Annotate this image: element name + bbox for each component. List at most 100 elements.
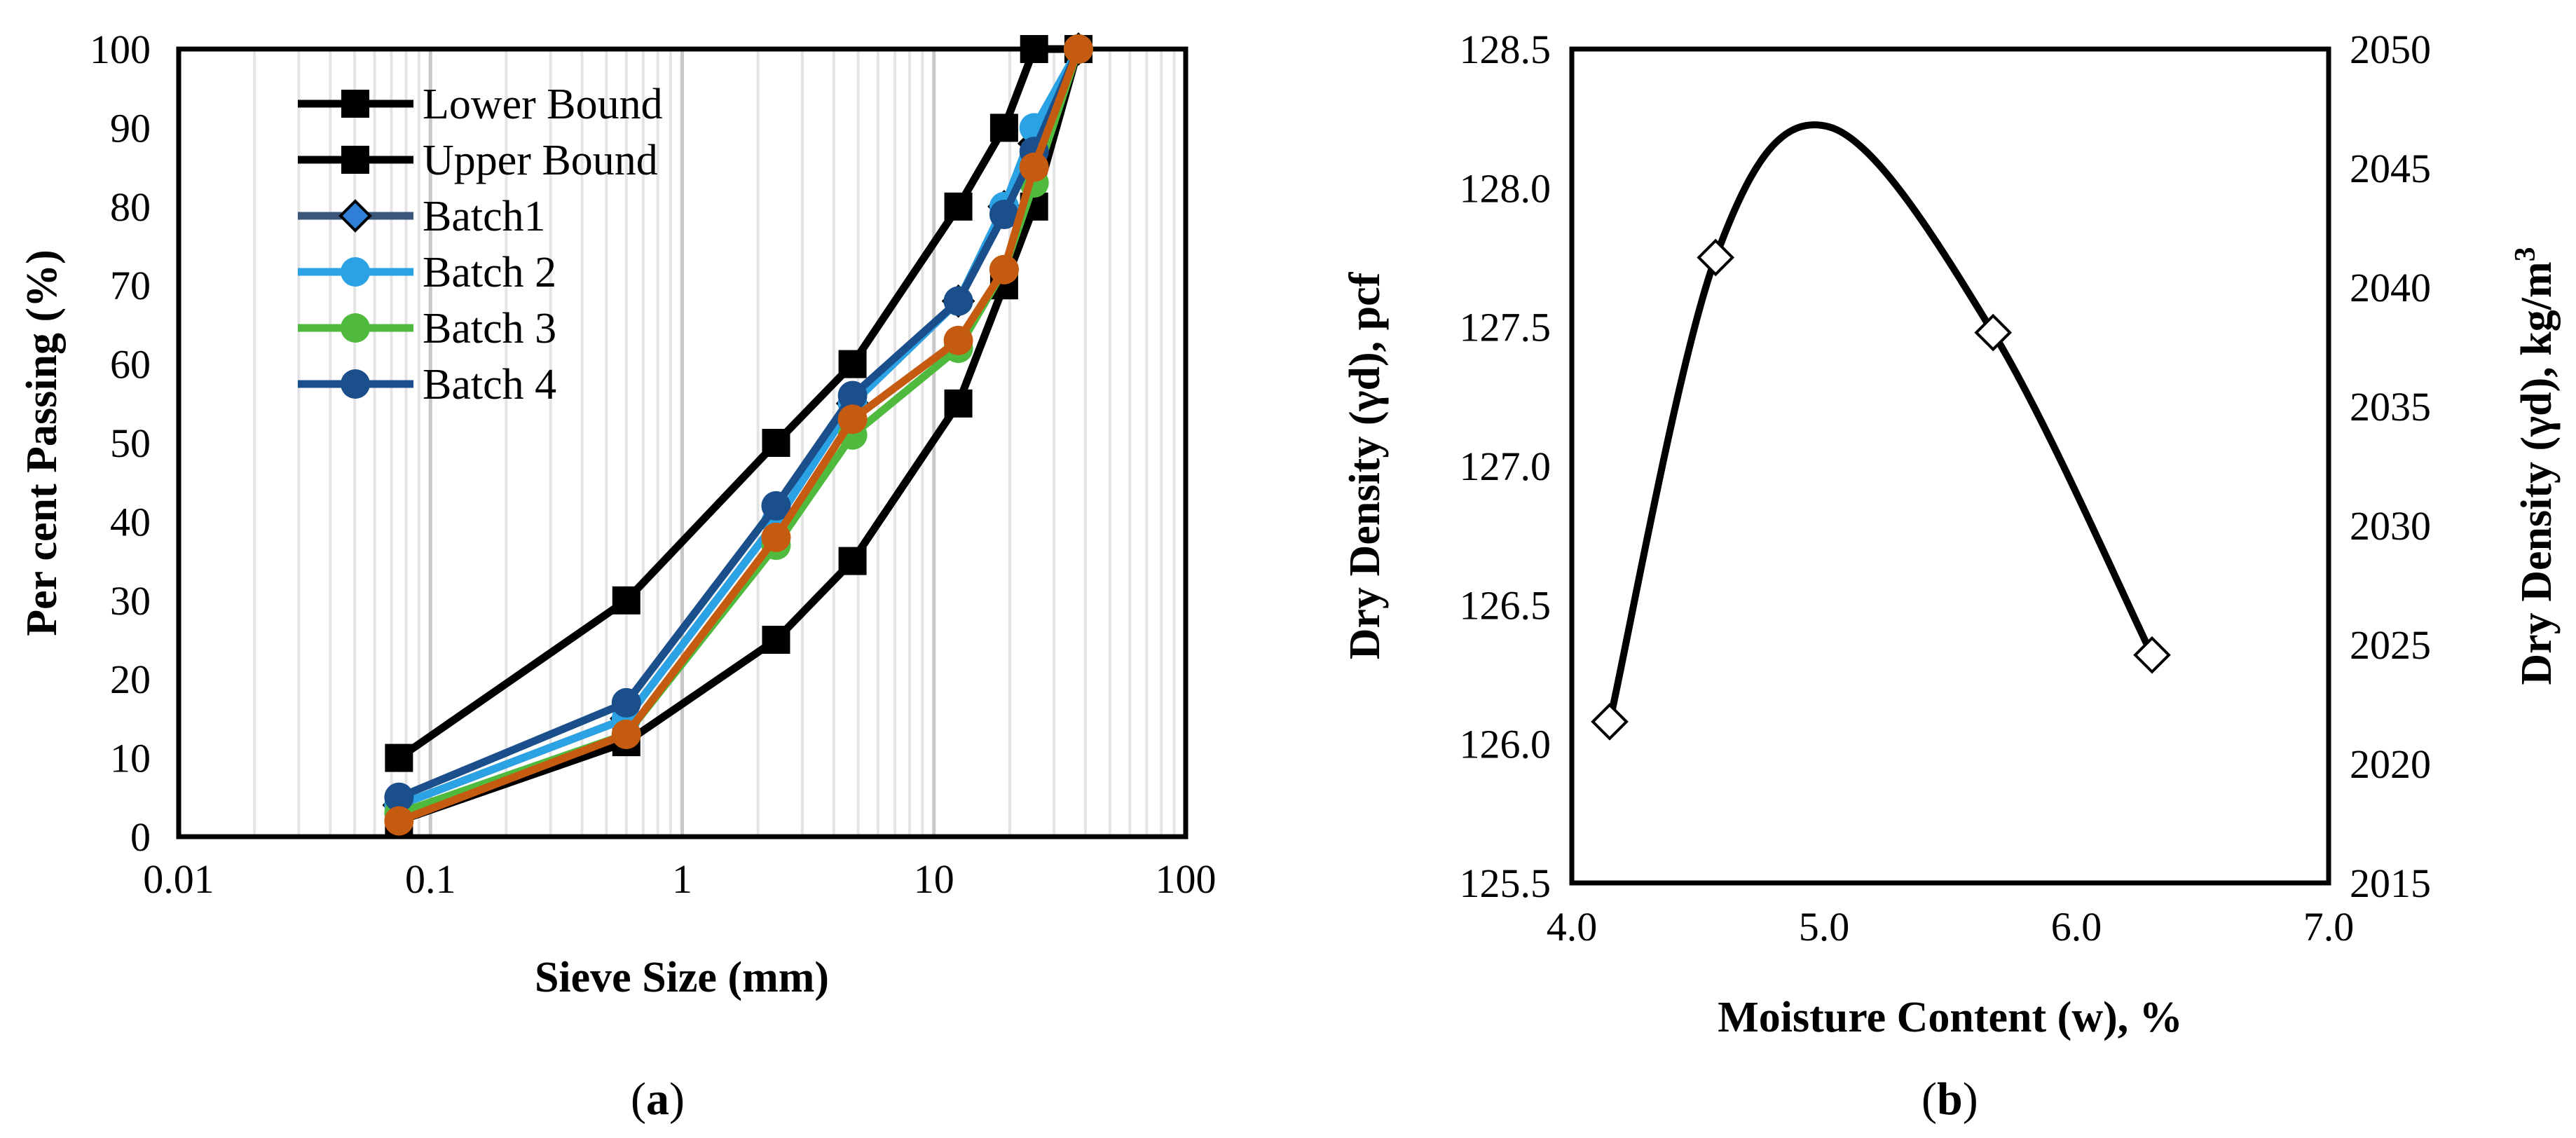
a-point-lower-bound: [762, 626, 790, 654]
a-gridlines: [177, 49, 1176, 837]
a-legend-item-batch-3: Batch 3: [298, 305, 556, 352]
a-point-upper-bound: [944, 192, 973, 221]
a-legend-item-batch-2: Batch 2: [298, 249, 556, 296]
b-x-tick-label: 6.0: [2051, 904, 2102, 950]
a-legend-swatch-marker: [341, 90, 369, 118]
a-legend: Lower Bound Upper Bound Batch1 Batch 2 Batch…: [298, 81, 663, 409]
a-x-tick-labels: 0.01 0.1 1 10 100: [143, 856, 1216, 902]
a-point-unlabeled-batch: [384, 806, 414, 836]
b-y2-tick-label: 2040: [2350, 265, 2431, 310]
b-y-tick-label: 128.0: [1460, 165, 1551, 211]
a-point-upper-bound: [1020, 35, 1048, 63]
b-y-tick-label: 127.5: [1460, 305, 1551, 350]
a-legend-swatch-marker: [338, 199, 372, 233]
a-legend-item-batch1: Batch1: [298, 193, 546, 240]
a-point-upper-bound: [989, 114, 1018, 142]
a-legend-swatch-marker: [341, 146, 369, 174]
a-x-tick-label: 0.1: [405, 856, 456, 902]
b-y2-tick-label: 2035: [2350, 384, 2431, 430]
a-plot-frame: [176, 46, 1188, 839]
b-y-tick-label: 128.5: [1460, 27, 1551, 72]
a-legend-item-lower-bound: Lower Bound: [298, 81, 663, 128]
b-y2-tick-label: 2045: [2350, 146, 2431, 191]
b-ylabel2: Dry Density (γd), kg/m3: [2509, 247, 2561, 685]
b-y2-tick-label: 2050: [2350, 27, 2431, 72]
a-x-tick-label: 0.01: [143, 856, 214, 902]
a-point-unlabeled-batch: [837, 404, 868, 434]
a-y-tick-label: 0: [130, 814, 151, 860]
a-y-tick-label: 90: [110, 105, 151, 151]
b-y-tick-label: 126.5: [1460, 582, 1551, 628]
a-line-unlabeled-batch: [397, 48, 1083, 825]
b-series-layer: [1591, 121, 2171, 741]
a-point-unlabeled-batch: [1063, 34, 1093, 64]
a-y-tick-label: 100: [90, 27, 151, 72]
a-point-lower-bound: [944, 389, 973, 418]
a-point-upper-bound: [762, 429, 790, 457]
a-y-tick-label: 80: [110, 184, 151, 230]
a-legend-swatch-marker: [341, 369, 370, 399]
a-point-unlabeled-batch: [989, 254, 1019, 284]
a-series-unlabeled-batch: [384, 34, 1093, 836]
a-point-lower-bound: [838, 547, 867, 575]
b-ylabel2-main: Dry Density (γd), kg/m: [2513, 261, 2561, 685]
a-y-tick-label: 60: [110, 342, 151, 388]
a-legend-label: Batch1: [423, 193, 546, 240]
a-point-upper-bound: [838, 350, 867, 378]
b-x-tick-labels: 4.0 5.0 6.0 7.0: [1547, 904, 2355, 950]
a-point-batch-4: [837, 381, 868, 411]
b-y-tick-label: 125.5: [1460, 861, 1551, 906]
b-ylabel: Dry Density (γd), pcf: [1341, 271, 1389, 659]
a-point-batch-4: [943, 286, 973, 316]
a-legend-label: Batch 2: [423, 249, 556, 296]
b-y2-tick-labels: 2015 2020 2025 2030 2035 2040 2045 2050: [2350, 27, 2431, 906]
b-ylabel2-sup: 3: [2509, 247, 2542, 261]
a-y-tick-label: 20: [110, 657, 151, 702]
a-point-batch-4: [761, 491, 791, 521]
b-y2-tick-label: 2030: [2350, 503, 2431, 549]
b-y2-tick-label: 2020: [2350, 741, 2431, 787]
a-y-tick-label: 50: [110, 420, 151, 466]
b-x-tick-label: 7.0: [2303, 904, 2355, 950]
a-ylabel: Per cent Passing (%): [18, 249, 66, 636]
b-y-tick-label: 127.0: [1460, 444, 1551, 489]
b-y-tick-label: 126.0: [1460, 722, 1551, 767]
a-y-tick-label: 30: [110, 578, 151, 624]
b-x-tick-label: 5.0: [1799, 904, 1850, 950]
a-point-upper-bound: [612, 586, 640, 615]
a-legend-label: Upper Bound: [423, 137, 658, 184]
a-y-tick-labels: 0 10 20 30 40 50 60 70 80 90 100: [90, 27, 151, 860]
b-x-tick-label: 4.0: [1547, 904, 1598, 950]
a-series-upper-bound: [385, 35, 1092, 772]
a-y-tick-label: 10: [110, 736, 151, 781]
a-legend-swatch-marker: [341, 257, 370, 287]
a-x-tick-label: 1: [672, 856, 692, 902]
a-xlabel: Sieve Size (mm): [535, 954, 829, 1001]
a-x-tick-label: 10: [914, 856, 954, 902]
a-y-tick-label: 70: [110, 263, 151, 308]
b-y2-tick-label: 2015: [2350, 861, 2431, 906]
b-plot-frame: [1569, 46, 2331, 886]
b-caption: (b): [1921, 1074, 1978, 1125]
a-point-batch-4: [989, 200, 1019, 230]
b-data-point: [1591, 703, 1629, 741]
a-caption-letter: a: [646, 1074, 669, 1125]
b-data-point: [1697, 238, 1735, 277]
a-point-unlabeled-batch: [761, 522, 791, 552]
a-point-unlabeled-batch: [611, 719, 641, 749]
a-caption: (a): [631, 1074, 685, 1125]
a-point-unlabeled-batch: [1019, 152, 1049, 182]
a-series-layer: [382, 32, 1095, 836]
a-legend-label: Batch 3: [423, 305, 556, 352]
b-xlabel: Moisture Content (w), %: [1718, 994, 2183, 1041]
a-x-tick-label: 100: [1156, 856, 1217, 902]
b-fit-curve: [1606, 121, 2156, 723]
b-data-point: [2133, 636, 2171, 674]
b-caption-letter: b: [1937, 1074, 1963, 1125]
chart-b: 125.5 126.0 126.5 127.0 127.5 128.0 128.5 2015…: [1341, 27, 2561, 1125]
b-y2-tick-label: 2025: [2350, 622, 2431, 668]
a-point-unlabeled-batch: [943, 325, 973, 355]
a-y-tick-label: 40: [110, 499, 151, 544]
a-legend-item-batch-4: Batch 4: [298, 361, 556, 409]
